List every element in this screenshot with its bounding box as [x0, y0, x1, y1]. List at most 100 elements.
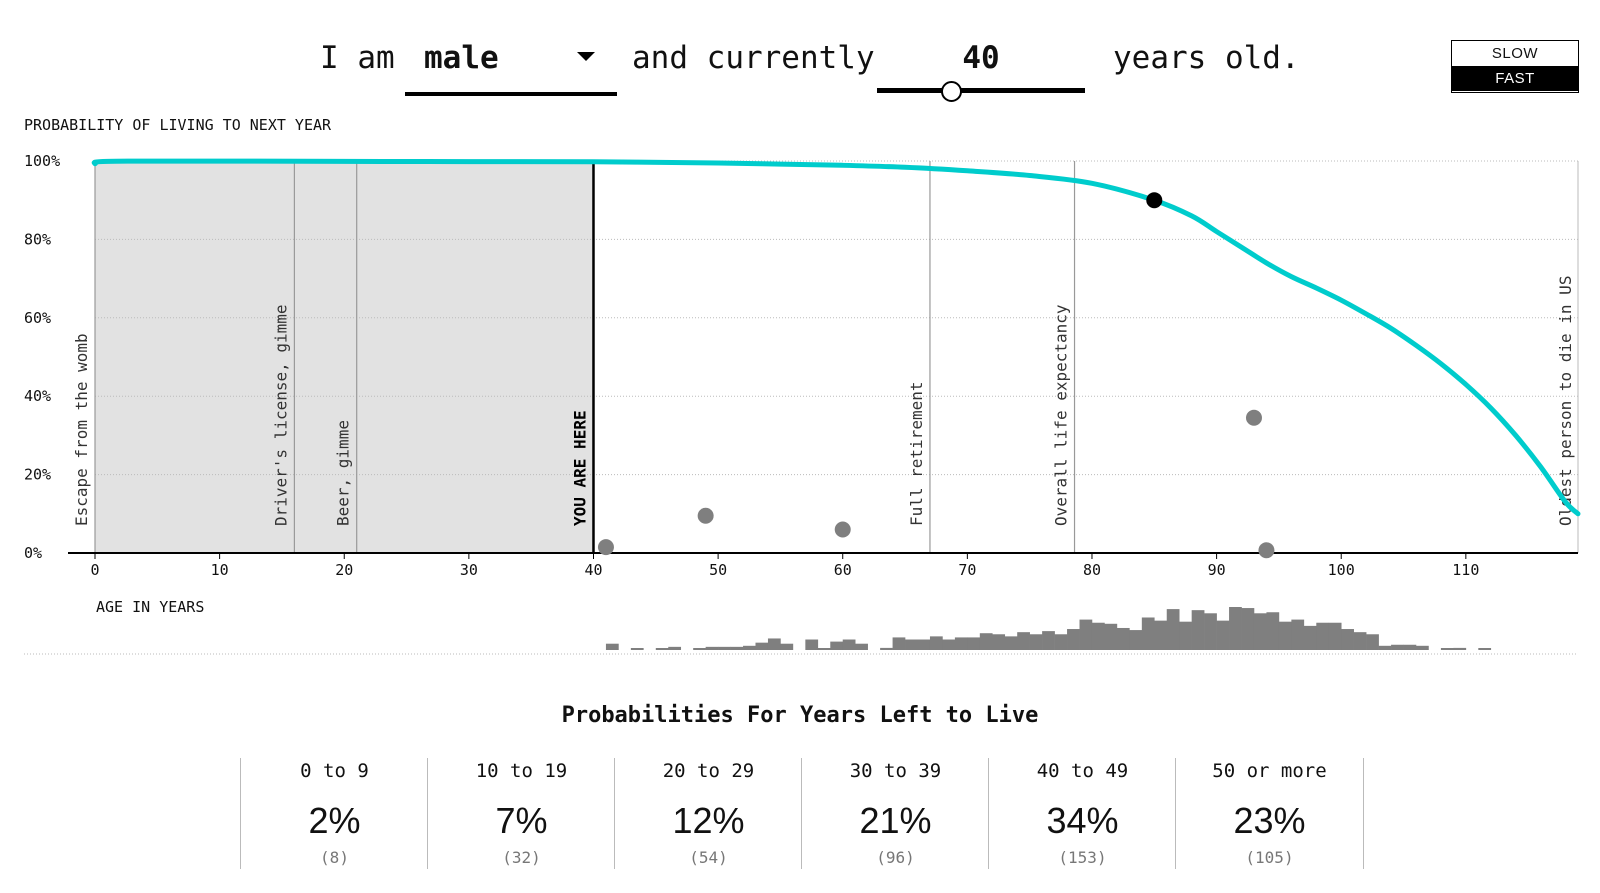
histogram-bar	[842, 639, 856, 650]
bucket-count: (32)	[502, 848, 541, 867]
histogram-bar	[1478, 648, 1492, 650]
histogram-bar	[1154, 620, 1168, 650]
bucket-count: (96)	[876, 848, 915, 867]
probability-bucket: 50 or more 23% (105)	[1175, 758, 1364, 869]
bucket-percent: 7%	[495, 800, 548, 841]
settings-sentence: I am male and currently 40 years old.	[0, 30, 1600, 102]
x-tick-label: 10	[211, 561, 229, 579]
x-tick-label: 110	[1452, 561, 1479, 579]
y-tick-label: 80%	[24, 230, 51, 248]
histogram-bar	[630, 648, 644, 650]
bucket-percent: 23%	[1233, 800, 1306, 841]
histogram-bar	[892, 637, 906, 650]
age-slider-track[interactable]	[877, 88, 1085, 93]
histogram-bar	[780, 643, 794, 650]
x-tick-label: 50	[709, 561, 727, 579]
histogram-bar	[1316, 622, 1330, 650]
chevron-down-icon	[577, 52, 595, 61]
histogram-bar	[1241, 608, 1255, 650]
probability-bucket: 0 to 9 2% (8)	[240, 758, 428, 869]
histogram-bar	[655, 648, 669, 650]
histogram-bar	[1079, 619, 1093, 650]
histogram-bar	[1191, 610, 1205, 650]
bucket-percent: 34%	[1046, 800, 1119, 841]
y-axis-title: PROBABILITY OF LIVING TO NEXT YEAR	[24, 116, 332, 134]
x-tick-label: 0	[90, 561, 99, 579]
sample-dot	[1258, 542, 1275, 559]
histogram-bar	[1453, 647, 1467, 650]
histogram-bar	[1366, 634, 1379, 650]
histogram-bar	[830, 641, 844, 650]
histogram-bar	[805, 639, 819, 650]
milestone-label: Full retirement	[907, 382, 926, 526]
current-position-marker	[1146, 192, 1163, 209]
x-tick-label: 40	[584, 561, 602, 579]
x-tick-label: 70	[958, 561, 976, 579]
y-tick-label: 40%	[24, 387, 51, 405]
histogram-bar	[1091, 622, 1105, 650]
histogram-bar	[1378, 645, 1392, 650]
sex-dropdown[interactable]: male	[405, 30, 617, 96]
y-tick-label: 0%	[24, 544, 42, 562]
age-control: 40	[877, 30, 1085, 102]
histogram-bar	[1253, 613, 1267, 650]
histogram-bar	[1166, 609, 1180, 650]
histogram-bar	[1291, 619, 1305, 650]
x-tick-label: 30	[460, 561, 478, 579]
age-value: 40	[962, 40, 1000, 76]
x-tick-label: 100	[1328, 561, 1355, 579]
milestone-label: Escape from the womb	[72, 333, 91, 526]
survival-curve-line	[91, 158, 1581, 517]
histogram-bar	[1054, 634, 1068, 650]
histogram-bar	[693, 648, 706, 650]
bucket-label: 40 to 49	[1036, 760, 1129, 782]
sample-dot	[597, 539, 614, 556]
x-tick-label: 90	[1208, 561, 1226, 579]
age-slider-handle[interactable]	[941, 81, 962, 102]
histogram-bar	[1403, 644, 1417, 650]
histogram-bar	[1341, 629, 1354, 650]
x-axis-title: AGE IN YEARS	[96, 598, 204, 616]
sample-dot	[834, 521, 851, 538]
sample-dot	[697, 507, 714, 524]
histogram-bar	[755, 642, 769, 650]
histogram-bar	[1104, 623, 1118, 650]
milestone-label: Driver's license, gimme	[271, 304, 290, 526]
bucket-count: (8)	[320, 848, 349, 867]
slow-button[interactable]: SLOW	[1491, 45, 1539, 62]
histogram-bar	[767, 638, 781, 650]
probability-bucket: 30 to 39 21% (96)	[801, 758, 989, 869]
histogram-bar	[668, 646, 682, 650]
fast-button[interactable]: FAST	[1452, 66, 1578, 91]
bucket-label: 30 to 39	[849, 760, 942, 782]
lived-region-shade	[95, 161, 594, 553]
histogram-bar	[605, 643, 619, 650]
probability-bucket: 10 to 19 7% (32)	[427, 758, 615, 869]
milestone-label: Beer, gimme	[334, 420, 353, 526]
milestone-label: Overall life expectancy	[1052, 304, 1071, 526]
histogram-bar	[1067, 629, 1080, 650]
bucket-count: (105)	[1245, 848, 1294, 867]
histogram-bar	[880, 647, 893, 650]
histogram-bar	[1266, 612, 1280, 650]
probability-bucket: 40 to 49 34% (153)	[988, 758, 1176, 869]
histogram-bar	[1042, 631, 1055, 650]
sentence-prefix: I am	[320, 40, 395, 76]
sample-dot	[1245, 409, 1262, 426]
milestone-label: YOU ARE HERE	[570, 410, 589, 526]
histogram-bar	[1179, 621, 1192, 650]
histogram-bar	[705, 646, 719, 650]
x-tick-label: 80	[1083, 561, 1101, 579]
histogram-bar	[1440, 648, 1454, 650]
histogram-bar	[917, 639, 931, 650]
histogram-bar	[905, 639, 918, 650]
histogram-bar	[1116, 627, 1130, 650]
speed-toggle: SLOW FAST	[1451, 40, 1579, 93]
histogram-bar	[855, 643, 868, 650]
probabilities-title: Probabilities For Years Left to Live	[561, 703, 1039, 728]
histogram-bar	[743, 645, 756, 650]
histogram-bar	[979, 633, 993, 650]
histogram-bar	[929, 636, 943, 650]
sentence-suffix: years old.	[1113, 40, 1300, 76]
